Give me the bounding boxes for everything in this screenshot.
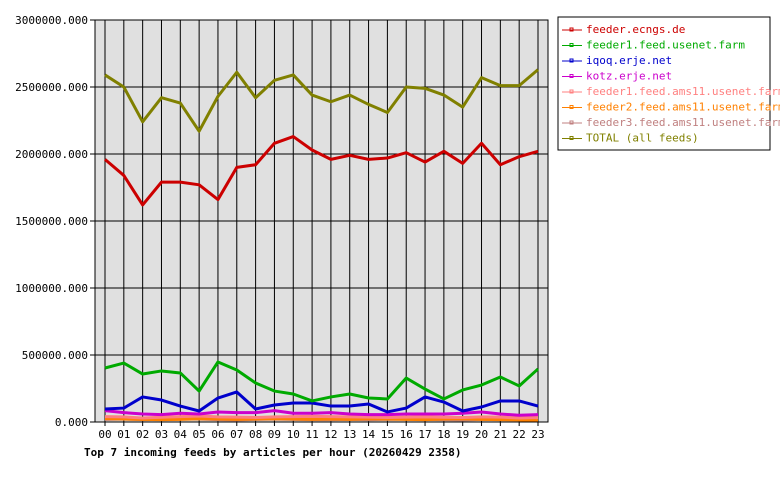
y-tick-label: 3000000.000 bbox=[15, 14, 88, 27]
x-tick-label: 20 bbox=[475, 428, 488, 441]
x-tick-label: 03 bbox=[155, 428, 168, 441]
series-line-7 bbox=[104, 68, 539, 133]
series-line-4 bbox=[104, 414, 539, 420]
series-line-1 bbox=[104, 360, 540, 403]
x-tick-label: 01 bbox=[117, 428, 130, 441]
legend-label: feeder.ecngs.de bbox=[586, 23, 685, 36]
x-tick-label: 08 bbox=[249, 428, 262, 441]
x-tick-label: 10 bbox=[287, 428, 300, 441]
legend-label: iqoq.erje.net bbox=[586, 54, 672, 67]
legend-item: feeder2.feed.ams11.usenet.farm bbox=[562, 101, 780, 114]
x-tick-label: 14 bbox=[362, 428, 376, 441]
legend-item: kotz.erje.net bbox=[562, 70, 672, 83]
x-tick-label: 17 bbox=[418, 428, 431, 441]
legend-marker bbox=[569, 136, 574, 140]
series-line-3 bbox=[104, 409, 539, 417]
x-axis: 00 01 02 03 04 05 06 07 08 09 10 11 12 13 14 15 16 17 18 19… bbox=[98, 422, 545, 441]
legend-label: feeder1.feed.usenet.farm bbox=[586, 39, 745, 52]
x-tick-label: 05 bbox=[193, 428, 206, 441]
x-tick-label: 16 bbox=[400, 428, 413, 441]
legend-label: feeder3.feed.ams11.usenet.farm bbox=[586, 116, 780, 129]
series-line-0 bbox=[104, 135, 539, 207]
x-tick-label: 22 bbox=[513, 428, 526, 441]
x-tick-label: 04 bbox=[174, 428, 188, 441]
x-tick-label: 00 bbox=[98, 428, 111, 441]
x-tick-label: 06 bbox=[211, 428, 224, 441]
legend-marker bbox=[569, 43, 574, 47]
legend-item: TOTAL (all feeds) bbox=[562, 132, 699, 145]
legend-marker bbox=[569, 27, 574, 32]
x-tick-label: 13 bbox=[343, 428, 356, 441]
y-tick-label: 2500000.000 bbox=[15, 81, 88, 94]
legend-label: feeder2.feed.ams11.usenet.farm bbox=[586, 101, 780, 114]
legend-marker bbox=[569, 105, 574, 109]
legend-marker bbox=[569, 58, 574, 63]
x-tick-label: 23 bbox=[531, 428, 544, 441]
x-tick-label: 19 bbox=[456, 428, 469, 441]
legend-label: kotz.erje.net bbox=[586, 70, 672, 83]
legend-marker bbox=[569, 74, 574, 78]
x-tick-label: 18 bbox=[437, 428, 450, 441]
legend-marker bbox=[569, 89, 574, 94]
y-tick-label: 2000000.000 bbox=[15, 148, 88, 161]
series-line-5 bbox=[104, 417, 539, 423]
y-tick-label: 1500000.000 bbox=[15, 215, 88, 228]
y-tick-label: 0.000 bbox=[55, 416, 88, 429]
legend-item: feeder1.feed.ams11.usenet.farm bbox=[562, 85, 780, 98]
legend: feeder.ecngs.de feeder1.feed.usenet.farm i… bbox=[557, 16, 780, 151]
series-line-2 bbox=[104, 390, 539, 414]
y-axis: 0.000 500000.000 1000000.000 1500000.000 200… bbox=[15, 14, 95, 429]
series-lines bbox=[104, 68, 540, 423]
legend-marker bbox=[569, 120, 574, 125]
y-tick-label: 500000.000 bbox=[22, 349, 88, 362]
legend-label: feeder1.feed.ams11.usenet.farm bbox=[586, 85, 780, 98]
plot-border bbox=[94, 19, 549, 423]
y-tick-label: 1000000.000 bbox=[15, 282, 88, 295]
x-tick-label: 07 bbox=[230, 428, 243, 441]
x-tick-label: 11 bbox=[305, 428, 318, 441]
legend-item: feeder1.feed.usenet.farm bbox=[562, 39, 745, 52]
x-tick-label: 12 bbox=[324, 428, 337, 441]
legend-item: feeder3.feed.ams11.usenet.farm bbox=[562, 116, 780, 129]
legend-item: feeder.ecngs.de bbox=[562, 23, 685, 36]
chart-title: Top 7 incoming feeds by articles per hou… bbox=[84, 446, 462, 459]
legend-label: TOTAL (all feeds) bbox=[586, 132, 699, 145]
legend-item: iqoq.erje.net bbox=[562, 54, 672, 67]
x-tick-label: 09 bbox=[268, 428, 281, 441]
x-tick-label: 02 bbox=[136, 428, 149, 441]
x-tick-label: 15 bbox=[381, 428, 394, 441]
x-tick-label: 21 bbox=[494, 428, 507, 441]
